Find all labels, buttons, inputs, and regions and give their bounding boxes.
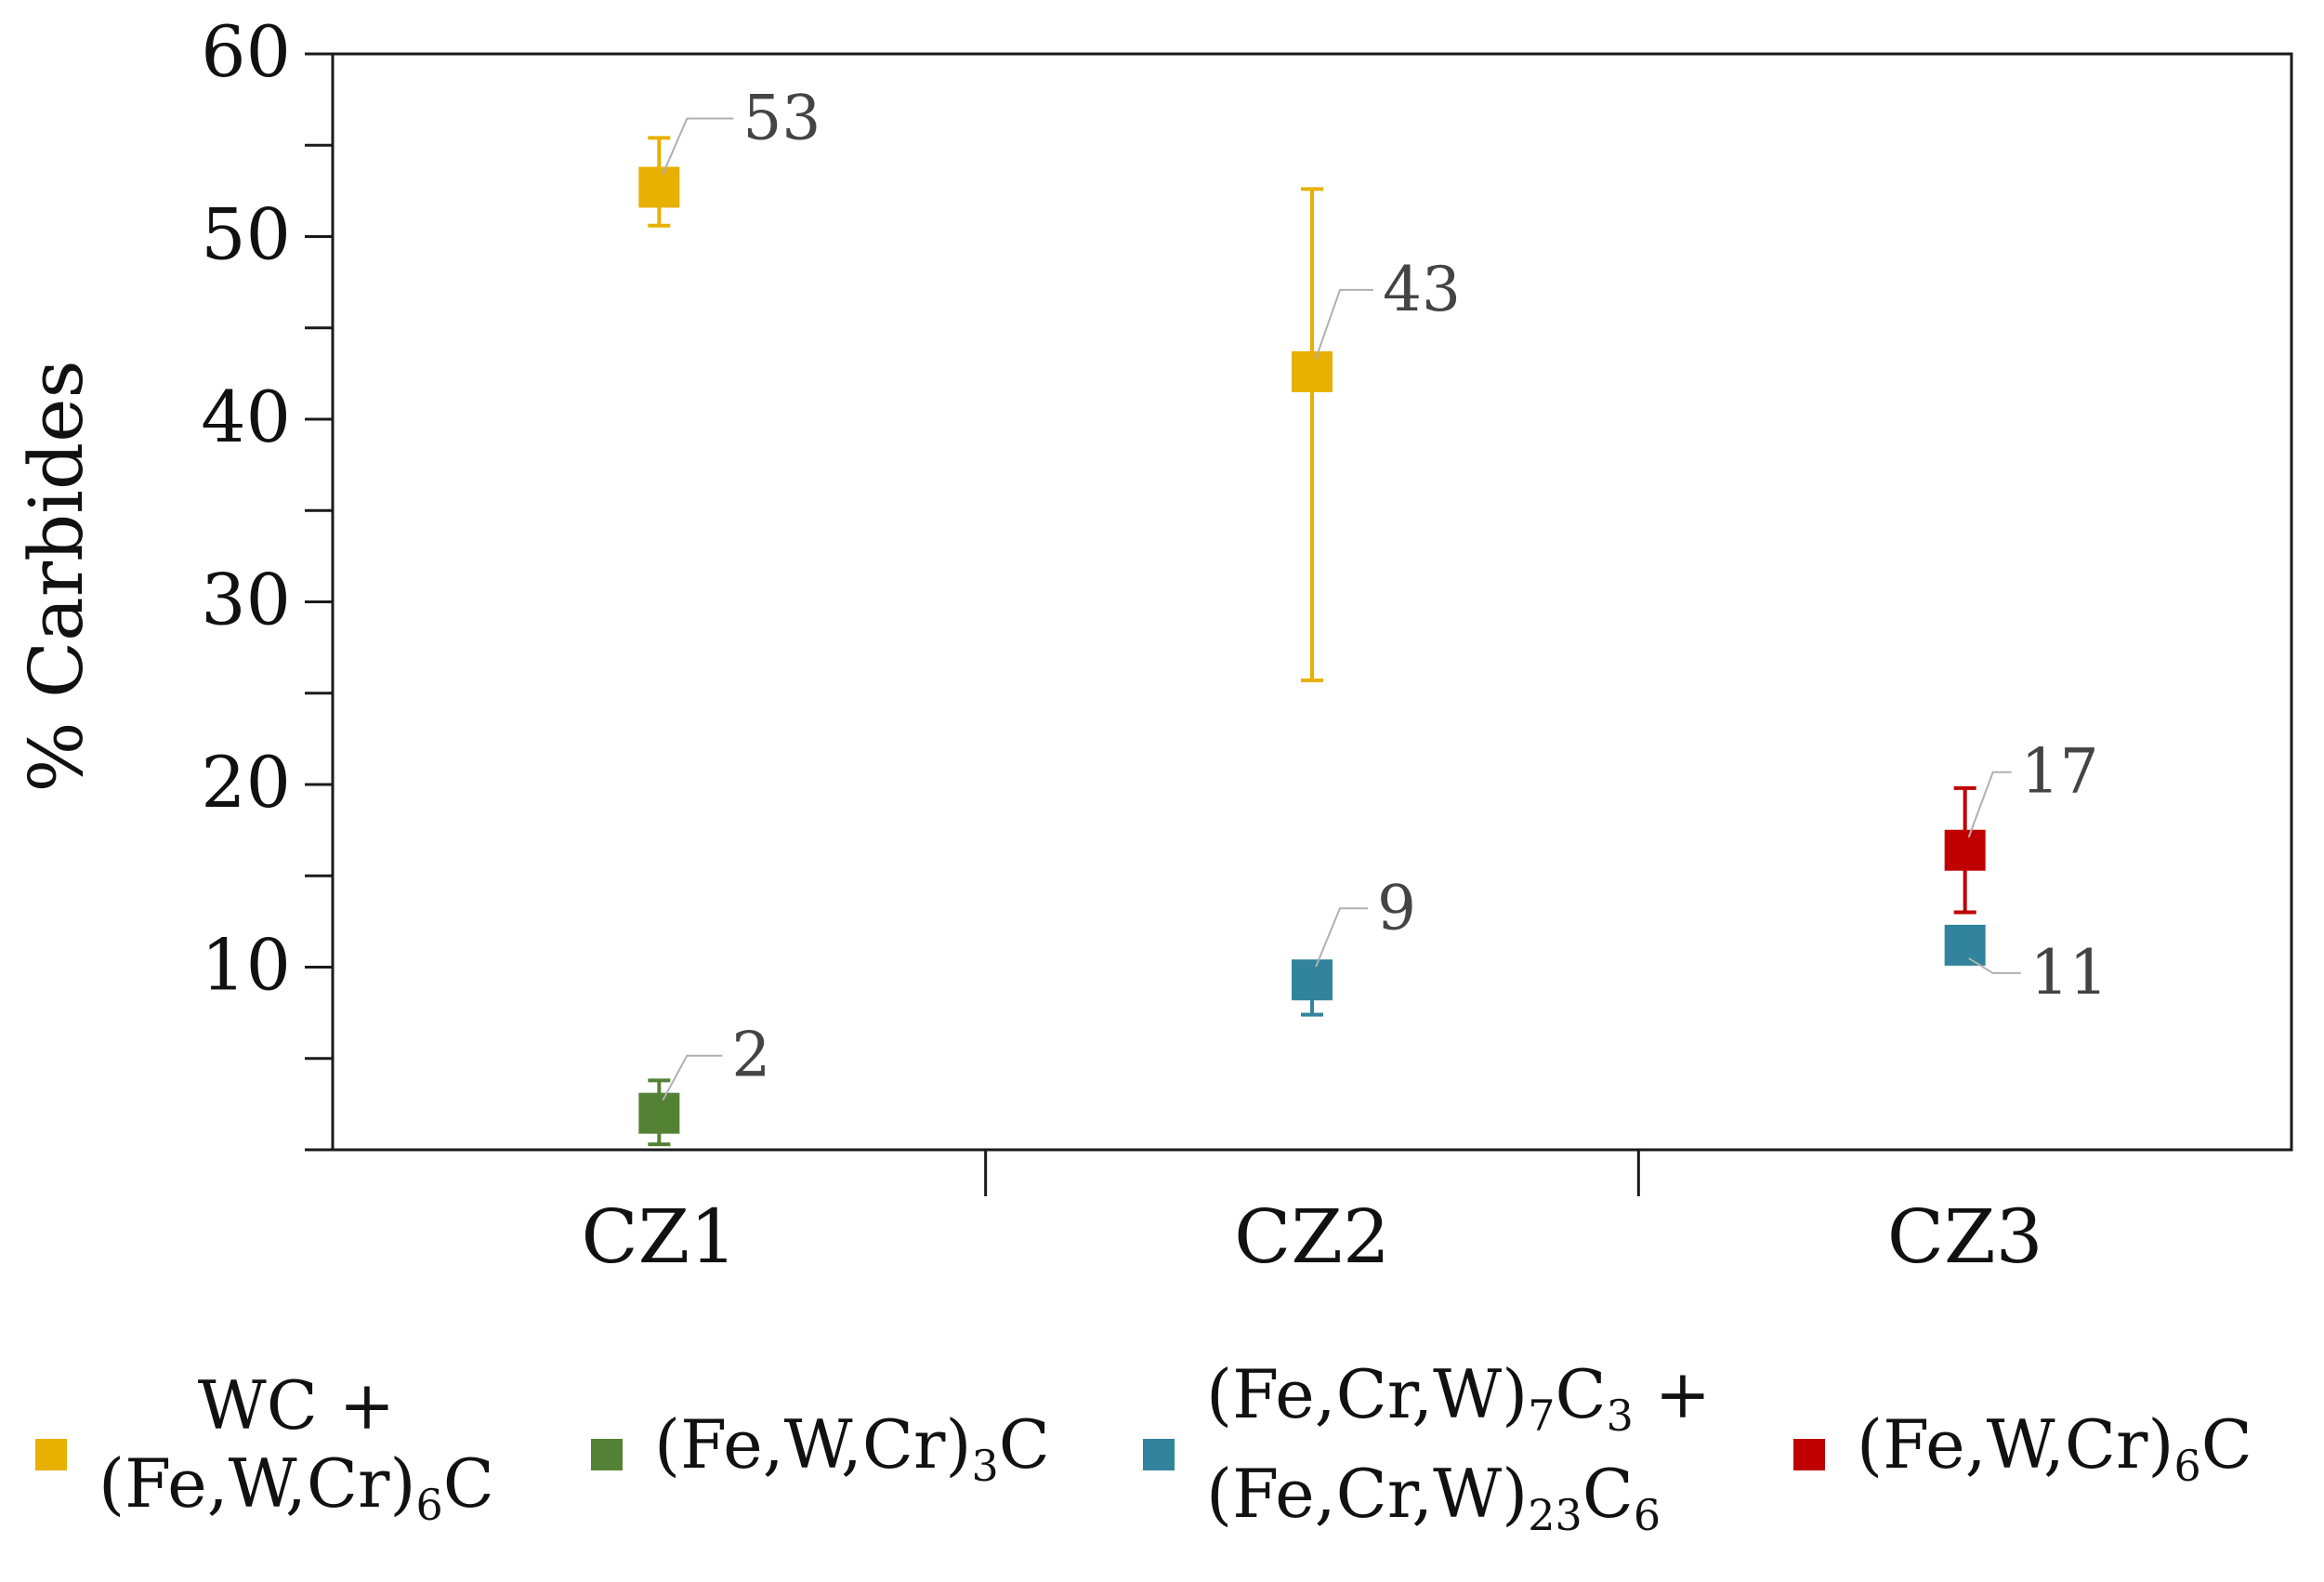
legend-text: (Fe,W,Cr) — [654, 1404, 972, 1483]
legend-subscript: 6 — [2173, 1440, 2201, 1491]
legend-label: (Fe,W,Cr)3C — [654, 1405, 1050, 1505]
legend-label: (Fe,W,Cr)6C — [1857, 1405, 2252, 1505]
legend-text: (Fe,W,Cr) — [1857, 1404, 2174, 1483]
legend-subscript: 6 — [415, 1479, 443, 1530]
data-point-marker — [1944, 829, 1986, 871]
y-tick-label: 60 — [201, 10, 291, 93]
data-label-leader — [1967, 771, 2012, 838]
data-label: 9 — [1377, 872, 1416, 943]
data-label: 43 — [1383, 254, 1461, 325]
data-label-leader — [662, 117, 734, 175]
data-label: 11 — [2030, 937, 2108, 1009]
axes: 10 20 30 40 50 60 CZ1 CZ2 CZ3 — [201, 10, 2293, 1280]
legend-swatch — [1793, 1439, 1825, 1470]
legend-text: C — [1555, 1355, 1607, 1433]
legend-text: C — [998, 1404, 1050, 1483]
y-tick-label: 30 — [201, 559, 291, 641]
y-tick-label: 10 — [201, 924, 291, 1007]
legend-item-fe-w-cr-3c: (Fe,W,Cr)3C — [591, 1366, 1050, 1543]
legend-item-fe-cr-w-7c3-23c6: (Fe,Cr,W)7C3 + (Fe,Cr,W)23C6 — [1143, 1355, 1711, 1543]
x-tick-label: CZ2 — [1234, 1193, 1390, 1280]
legend-text: C — [2200, 1404, 2252, 1483]
data-point-marker — [1944, 924, 1986, 966]
legend-subscript: 23 — [1528, 1490, 1582, 1540]
data-point-marker — [1292, 959, 1333, 1001]
legend-text: WC + — [197, 1365, 396, 1444]
legend-swatch — [591, 1439, 623, 1470]
data-point-marker — [638, 1092, 680, 1134]
data-label-leader — [662, 1054, 723, 1101]
legend-text: (Fe,Cr,W) — [1206, 1355, 1529, 1433]
legend-label: (Fe,Cr,W)7C3 + (Fe,Cr,W)23C6 — [1206, 1355, 1711, 1554]
legend-subscript: 3 — [1606, 1391, 1634, 1441]
data-point-marker — [1292, 350, 1333, 392]
legend-subscript: 6 — [1633, 1490, 1661, 1540]
data-label: 17 — [2021, 736, 2099, 808]
y-tick-label: 20 — [201, 741, 291, 824]
legend-swatch — [1143, 1439, 1175, 1470]
legend-text: (Fe,Cr,W) — [1206, 1455, 1529, 1533]
x-tick-label: CZ1 — [581, 1193, 737, 1280]
legend-text: (Fe,W,Cr) — [98, 1444, 416, 1523]
legend-label: WC + (Fe,W,Cr)6C — [98, 1366, 494, 1544]
legend-subscript: 7 — [1528, 1391, 1556, 1441]
legend-text: C — [442, 1444, 494, 1523]
x-tick-label: CZ3 — [1887, 1193, 2043, 1280]
legend-text: + — [1633, 1355, 1712, 1433]
data-marks: 53 43 2 9 11 17 — [638, 82, 2108, 1147]
legend-item-wc-fe-w-cr-6c: WC + (Fe,W,Cr)6C — [35, 1366, 494, 1543]
data-label: 2 — [731, 1020, 770, 1091]
legend-item-fe-w-cr-6c: (Fe,W,Cr)6C — [1793, 1366, 2252, 1543]
legend-text: C — [1582, 1455, 1634, 1533]
y-axis-title: % Carbides — [13, 361, 99, 793]
legend-subscript: 3 — [971, 1440, 999, 1491]
data-label-leader — [1315, 907, 1368, 968]
y-tick-label: 40 — [201, 376, 291, 458]
legend-swatch — [35, 1439, 67, 1470]
data-label: 53 — [742, 82, 821, 153]
legend: WC + (Fe,W,Cr)6C (Fe,W,Cr)3C (Fe,Cr,W)7C3… — [0, 1355, 2324, 1580]
data-label-leader — [1968, 957, 2021, 974]
data-label-leader — [1315, 288, 1373, 360]
data-point-marker — [638, 166, 680, 208]
y-tick-label: 50 — [201, 193, 291, 276]
chart: 10 20 30 40 50 60 CZ1 CZ2 CZ3 53 43 2 9 11 17 % Carbi… — [13, 10, 2293, 1280]
